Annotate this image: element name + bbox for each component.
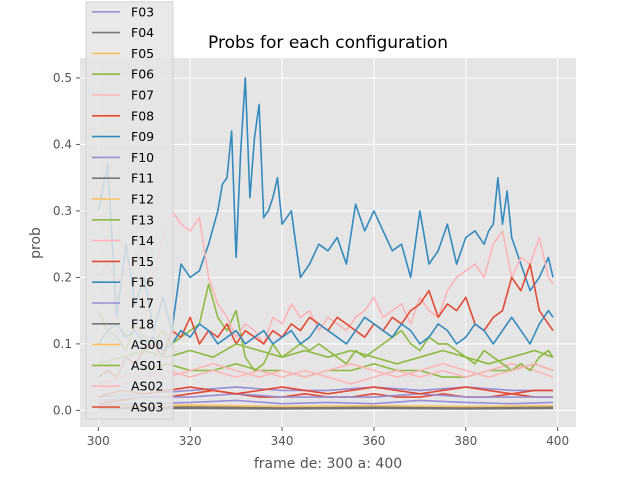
y-tick-label: 0.1 <box>53 337 72 351</box>
series-line-f14 <box>97 210 554 345</box>
series-line-as03 <box>98 386 553 398</box>
legend-label-f17: F17 <box>131 296 154 311</box>
x-tick-label: 380 <box>454 434 477 448</box>
legend-label-as02: AS02 <box>131 379 163 394</box>
series-line-f16 <box>97 309 554 352</box>
y-axis-label: prob <box>28 227 44 259</box>
series-line-as01 <box>98 343 554 365</box>
x-tick-label: 300 <box>87 434 110 448</box>
series-line-as02 <box>98 362 554 385</box>
legend-box <box>85 1 174 420</box>
legend-label-f15: F15 <box>131 254 154 269</box>
legend-label-f06: F06 <box>131 67 154 82</box>
y-tick-label: 0.3 <box>53 204 72 218</box>
legend-label-f18: F18 <box>131 316 154 331</box>
series-lines <box>97 77 554 410</box>
x-tick-label: 360 <box>362 434 385 448</box>
legend-label-f13: F13 <box>131 212 154 227</box>
x-tick-label: 340 <box>271 434 294 448</box>
legend-label-as00: AS00 <box>131 337 163 352</box>
legend-label-f03: F03 <box>131 4 154 19</box>
legend-label-f12: F12 <box>131 192 154 207</box>
series-line-f18 <box>98 406 554 409</box>
legend-label-f07: F07 <box>131 88 154 103</box>
legend-label-f14: F14 <box>131 233 154 248</box>
legend-label-f11: F11 <box>131 171 154 186</box>
series-line-f03 <box>98 399 554 406</box>
legend-label-f16: F16 <box>131 275 154 290</box>
y-tick-label: 0.4 <box>53 137 72 151</box>
chart-title: Probs for each configuration <box>208 33 448 53</box>
y-tick-label: 0.0 <box>53 403 72 417</box>
x-axis-label: frame de: 300 a: 400 <box>254 456 402 472</box>
x-ticks: 300 320 340 360 380 400 <box>87 427 569 448</box>
series-line-f10 <box>98 392 553 402</box>
legend: F03 F04 F05 F06 F07 F08 F09 F10 F11 F12 F13 F14 F15 F… <box>85 1 174 420</box>
legend-label-f10: F10 <box>131 150 154 165</box>
legend-label-f04: F04 <box>131 25 154 40</box>
series-line-f17 <box>98 386 553 398</box>
x-tick-label: 400 <box>546 434 569 448</box>
series-line-f09 <box>97 77 554 332</box>
y-ticks: 0.0 0.1 0.2 0.3 0.4 0.5 <box>53 71 80 417</box>
y-tick-label: 0.2 <box>53 270 72 284</box>
legend-label-f09: F09 <box>131 129 154 144</box>
series-line-f07 <box>98 362 554 392</box>
legend-label-f05: F05 <box>131 46 154 61</box>
legend-label-f08: F08 <box>131 108 154 123</box>
y-tick-label: 0.5 <box>53 71 72 85</box>
legend-label-as03: AS03 <box>131 400 163 415</box>
series-line-as00 <box>98 404 554 408</box>
x-tick-label: 320 <box>179 434 202 448</box>
legend-label-as01: AS01 <box>131 358 163 373</box>
series-line-f13 <box>97 283 554 372</box>
